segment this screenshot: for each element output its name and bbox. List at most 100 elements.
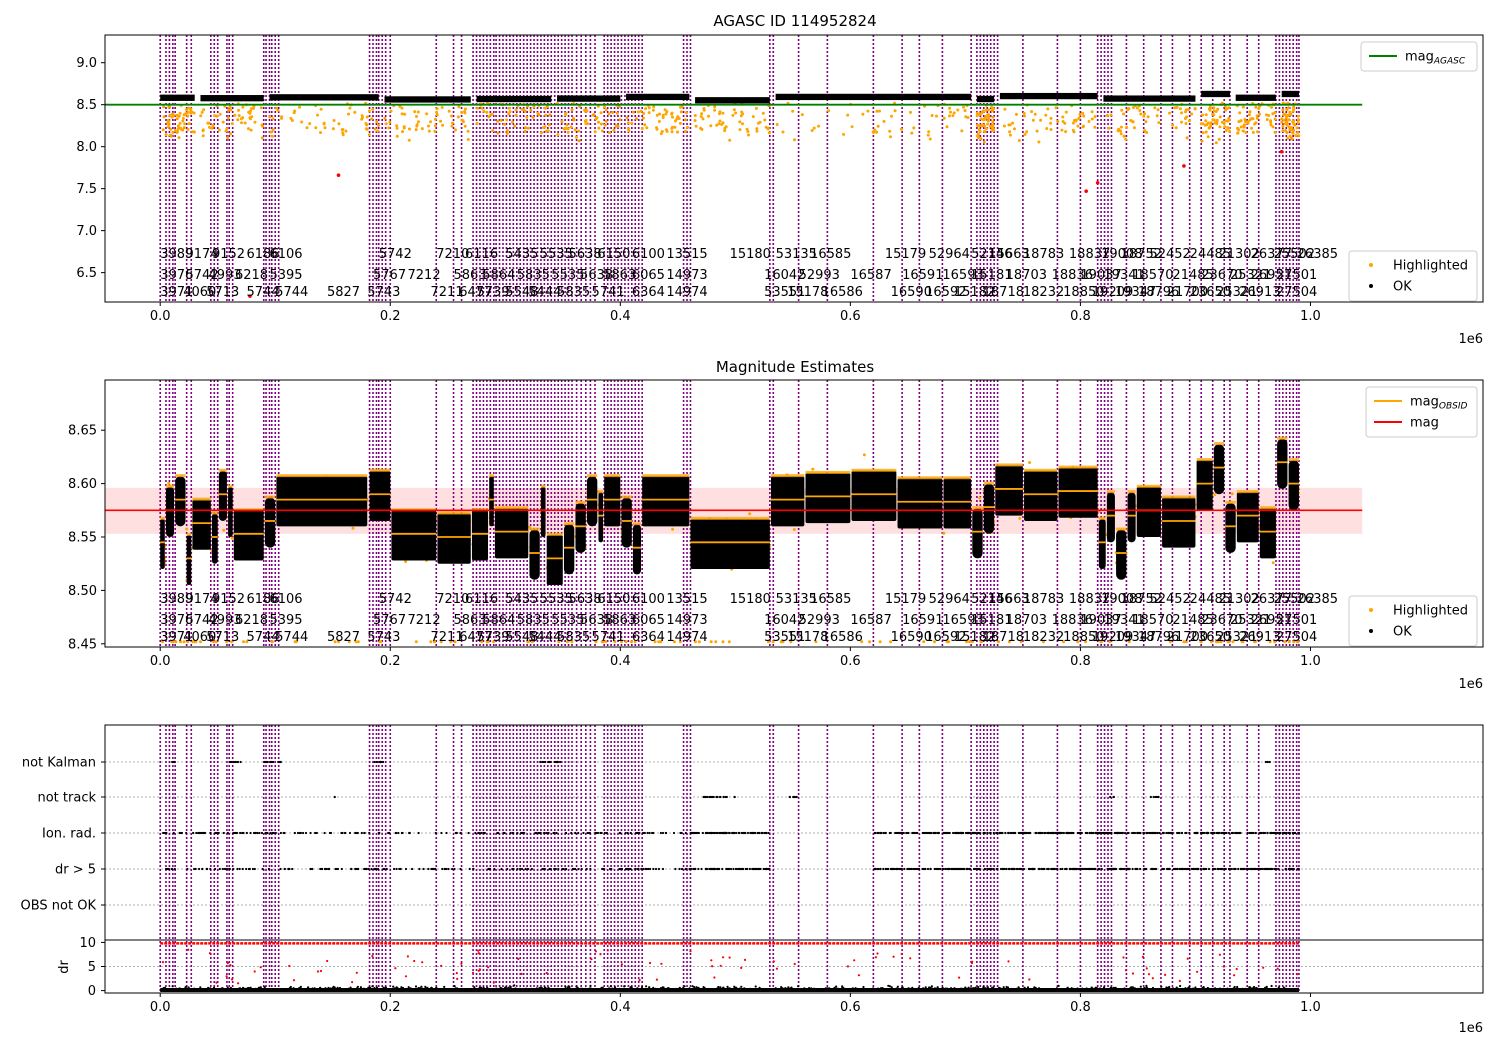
obsid-label: 5638 (580, 613, 613, 628)
highlighted-point (1239, 125, 1243, 129)
highlighted-point (1295, 126, 1299, 130)
obsid-label: 18718 (983, 285, 1024, 300)
highlighted-point (240, 121, 243, 125)
flag-point (279, 867, 282, 871)
highlighted-point (670, 130, 674, 134)
flag-point (574, 867, 577, 871)
highlighted-point (1208, 121, 1212, 125)
flag-point (1268, 760, 1271, 764)
highlighted-point (175, 117, 179, 121)
highlighted-point (593, 130, 597, 134)
highlighted-point (679, 110, 683, 114)
highlighted-point (1031, 118, 1035, 122)
flag-point (379, 760, 382, 764)
flag-point (1211, 867, 1215, 871)
flag-point (1018, 831, 1021, 835)
ok-points-band (621, 497, 632, 548)
highlighted-point (199, 640, 202, 644)
highlighted-point (1071, 128, 1075, 132)
highlighted-point (592, 113, 596, 116)
obsid-label: 3976 (160, 613, 193, 628)
flag-point (995, 867, 998, 871)
highlighted-point (694, 640, 697, 644)
flag-point (511, 831, 515, 835)
highlighted-point (319, 131, 322, 135)
highlighted-point (395, 124, 399, 128)
highlighted-point (717, 122, 721, 126)
flag-category-label: not track (37, 791, 96, 806)
outlier-point (336, 173, 341, 178)
highlighted-point (684, 129, 687, 133)
flag-point (541, 760, 544, 764)
flag-point (697, 867, 700, 871)
highlighted-point (413, 110, 417, 114)
flag-point (939, 867, 942, 871)
flag-point (1146, 831, 1149, 835)
obsid-label: 15663 (988, 247, 1029, 262)
highlighted-point (556, 133, 560, 137)
obsid-label: 26913 (1239, 285, 1280, 300)
flag-point (1046, 867, 1049, 871)
flag-point (1250, 831, 1253, 835)
flag-point (1170, 831, 1173, 835)
highlighted-point (514, 113, 518, 117)
flag-point (932, 831, 935, 835)
flag-point (1096, 831, 1100, 835)
flag-point (553, 760, 556, 764)
dr-outlier-point (326, 959, 329, 963)
highlighted-point (926, 133, 930, 137)
highlighted-point (755, 127, 759, 131)
highlighted-point (1284, 113, 1288, 117)
highlighted-point (860, 640, 864, 644)
highlighted-point (655, 113, 659, 117)
dr-outlier-point (1235, 967, 1238, 971)
flag-point (431, 867, 434, 871)
flag-point (751, 831, 754, 835)
flag-point (1062, 831, 1065, 835)
ok-band-edge (1098, 516, 1106, 520)
flag-point (232, 867, 235, 871)
highlighted-point (186, 128, 190, 131)
flag-point (729, 867, 733, 871)
highlighted-point (1286, 136, 1290, 140)
highlighted-point (767, 131, 771, 135)
highlighted-point (365, 115, 369, 119)
flag-point (467, 831, 470, 835)
flag-point (261, 867, 264, 871)
obsid-label: 18703 (1006, 268, 1047, 283)
flag-point (434, 867, 437, 871)
x-tick-label: 0.0 (150, 1000, 171, 1015)
obsid-label: 18703 (1006, 613, 1047, 628)
flag-point (552, 831, 555, 835)
ok-band-edge (494, 506, 529, 510)
obsid-label: 6100 (632, 592, 665, 607)
highlighted-point (1294, 134, 1298, 137)
flag-point (1206, 831, 1209, 835)
flag-point (323, 831, 326, 835)
flag-point (664, 831, 667, 835)
obsid-label: 15178 (787, 630, 828, 645)
ok-band-edge (1058, 465, 1098, 469)
flag-point (1250, 867, 1253, 871)
obsid-label: 5835 (517, 268, 550, 283)
highlighted-point (1209, 640, 1213, 644)
highlighted-point (1127, 640, 1131, 644)
flag-point (199, 831, 202, 835)
highlighted-point (611, 111, 615, 114)
ok-points-band (775, 93, 972, 101)
highlighted-point (1239, 119, 1243, 123)
ok-band-edge (489, 474, 494, 478)
highlighted-point (1224, 128, 1228, 132)
flag-point (643, 831, 646, 835)
ok-band-edge (943, 476, 972, 480)
flag-point (605, 831, 608, 835)
legend-dot-swatch (1369, 629, 1373, 633)
highlighted-point (642, 112, 646, 115)
flag-point (999, 867, 1003, 871)
highlighted-point (566, 130, 570, 134)
obsid-label: 18783 (1023, 592, 1064, 607)
obsid-label: 5835 (557, 285, 590, 300)
ok-band-edge (1106, 490, 1115, 494)
highlighted-point (1289, 112, 1293, 116)
